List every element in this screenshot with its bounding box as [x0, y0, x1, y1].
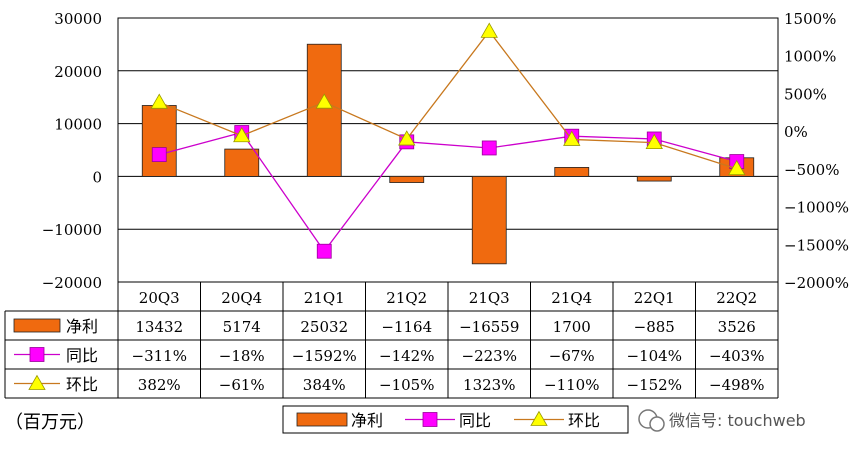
y-right-tick: 1000% — [784, 48, 836, 66]
bar-21Q1 — [306, 43, 342, 177]
data-label-环比: 1323% — [463, 376, 515, 394]
marker-同比-20Q3 — [151, 147, 167, 163]
x-tick-label: 21Q4 — [551, 289, 592, 307]
data-label-净利: 3526 — [718, 318, 756, 336]
data-label-净利: −16559 — [459, 318, 519, 336]
bar-21Q3 — [471, 175, 507, 265]
x-tick-label: 22Q2 — [716, 289, 757, 307]
legend-key-同比 — [422, 412, 438, 427]
watermark-text: 微信号: touchweb — [669, 411, 806, 430]
row-key-净利 — [13, 318, 61, 333]
marker-环比-20Q4 — [233, 126, 251, 143]
data-label-净利: 5174 — [223, 318, 261, 336]
data-label-同比: −403% — [709, 347, 764, 365]
y-right-tick: −2000% — [784, 274, 849, 292]
data-label-净利: 1700 — [553, 318, 591, 336]
row-label-同比: 同比 — [66, 346, 98, 365]
y-left-tick: −20000 — [42, 274, 102, 292]
data-label-净利: −885 — [634, 318, 675, 336]
bar-20Q3 — [141, 105, 177, 177]
marker-环比-20Q3 — [150, 93, 168, 109]
unit-note: （百万元） — [5, 412, 95, 433]
watermark-icon — [638, 409, 665, 432]
marker-环比-21Q4 — [563, 130, 581, 146]
row-key-同比 — [29, 347, 45, 362]
data-label-环比: 384% — [303, 376, 346, 394]
row-key-环比 — [28, 374, 46, 390]
x-tick-label: 20Q3 — [139, 289, 180, 307]
y-right-tick: 500% — [784, 85, 827, 103]
data-label-净利: 25032 — [300, 318, 348, 336]
legend-label-环比: 环比 — [568, 411, 600, 430]
y-left-tick: 10000 — [54, 116, 102, 134]
data-label-同比: −18% — [219, 347, 265, 365]
legend-label-净利: 净利 — [351, 411, 383, 430]
marker-同比-21Q3 — [481, 140, 497, 156]
y-right-tick: −1000% — [784, 199, 849, 217]
data-label-同比: −142% — [379, 347, 434, 365]
marker-环比-22Q1 — [645, 133, 663, 150]
wechat-icon-bubble — [649, 416, 665, 432]
data-label-环比: −61% — [219, 376, 265, 394]
bar-20Q4 — [224, 148, 260, 177]
legend-key-净利 — [296, 412, 348, 427]
line-同比 — [159, 131, 737, 253]
marker-环比-21Q1 — [315, 93, 333, 109]
x-tick-label: 21Q1 — [304, 289, 345, 307]
y-left-tick: 30000 — [54, 10, 102, 28]
marker-环比-21Q3 — [480, 22, 498, 38]
data-label-净利: −1164 — [381, 318, 432, 336]
marker-同比-21Q1 — [316, 243, 332, 259]
x-tick-label: 22Q1 — [634, 289, 675, 307]
y-left-tick: 20000 — [54, 63, 102, 81]
data-label-同比: −1592% — [292, 347, 357, 365]
marker-环比-22Q2 — [728, 159, 746, 176]
x-tick-label: 21Q3 — [469, 289, 510, 307]
y-right-tick: 1500% — [784, 10, 836, 28]
data-label-环比: −105% — [379, 376, 434, 394]
data-label-同比: −311% — [132, 347, 187, 365]
bar-21Q2 — [389, 175, 425, 183]
legend-label-同比: 同比 — [459, 411, 491, 430]
y-right-tick: 0% — [784, 123, 808, 141]
data-label-同比: −67% — [549, 347, 595, 365]
marker-环比-21Q2 — [398, 130, 416, 146]
y-left-tick: 0 — [92, 168, 102, 186]
data-label-环比: −152% — [627, 376, 682, 394]
x-tick-label: 21Q2 — [386, 289, 427, 307]
data-label-同比: −223% — [462, 347, 517, 365]
y-right-tick: −1500% — [784, 236, 849, 254]
line-环比 — [159, 30, 737, 170]
data-label-环比: −110% — [544, 376, 599, 394]
bar-22Q1 — [636, 175, 672, 182]
data-label-环比: −498% — [709, 376, 764, 394]
bar-21Q4 — [554, 167, 590, 177]
x-tick-label: 20Q4 — [221, 289, 262, 307]
y-right-tick: −500% — [784, 161, 839, 179]
row-label-净利: 净利 — [66, 317, 98, 336]
y-left-tick: −10000 — [42, 221, 102, 239]
data-label-环比: 382% — [138, 376, 181, 394]
data-label-同比: −104% — [627, 347, 682, 365]
data-label-净利: 13432 — [135, 318, 183, 336]
row-label-环比: 环比 — [66, 375, 98, 394]
legend-key-环比 — [530, 410, 548, 426]
